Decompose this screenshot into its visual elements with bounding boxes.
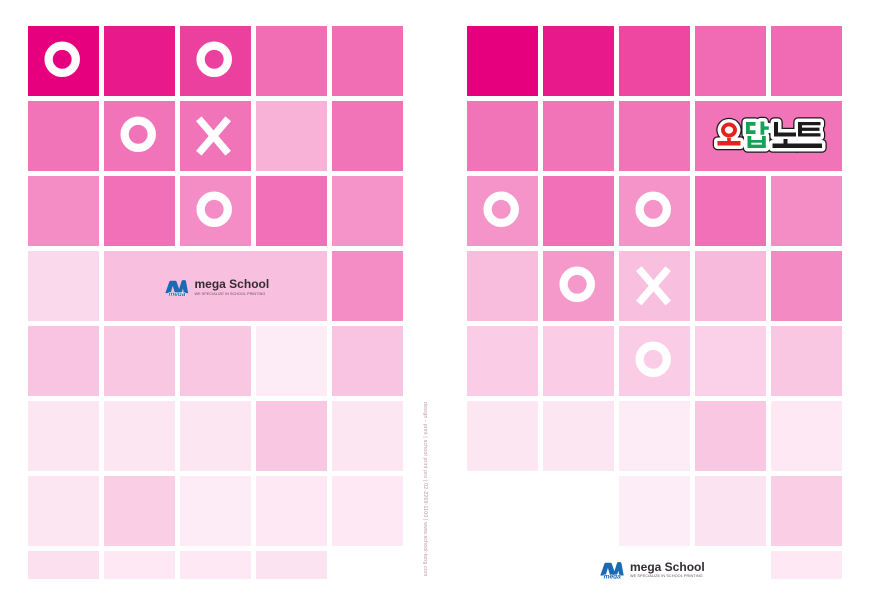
svg-text:mega: mega (169, 291, 186, 297)
svg-text:mega: mega (604, 573, 622, 579)
